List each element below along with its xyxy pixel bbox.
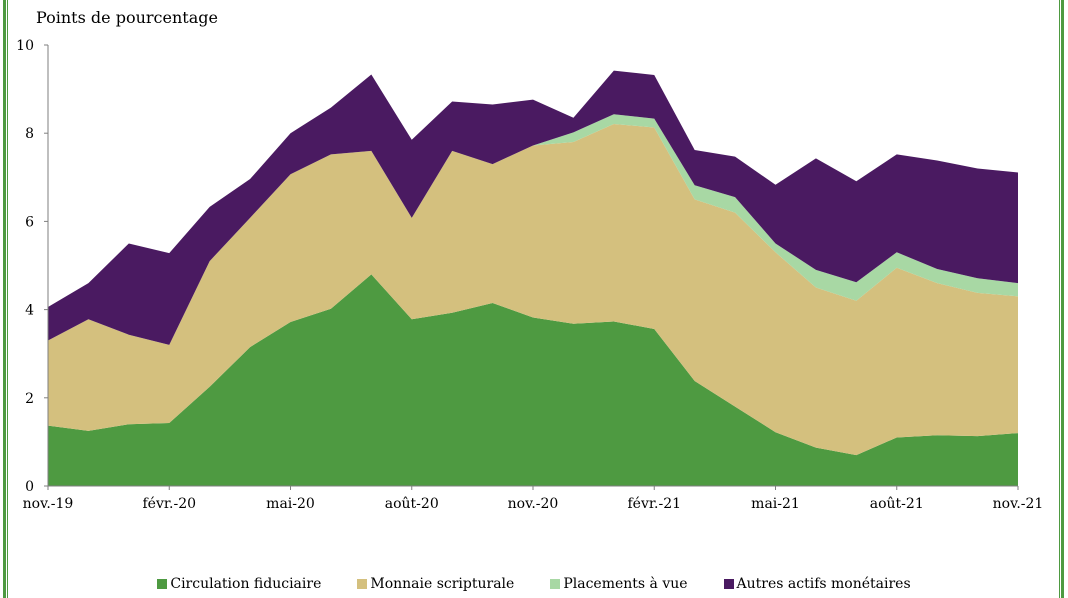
area-circulation-fiduciaire bbox=[48, 274, 1018, 486]
legend-item: Circulation fiduciaire bbox=[157, 576, 321, 592]
legend-swatch bbox=[550, 579, 561, 589]
x-tick-label: nov.-20 bbox=[508, 496, 559, 512]
frame-border-right-inner bbox=[1059, 0, 1060, 598]
x-tick-label: mai-20 bbox=[266, 496, 315, 512]
legend-label: Monnaie scripturale bbox=[370, 576, 515, 592]
y-tick-label: 4 bbox=[25, 303, 34, 319]
area-monnaie-scripturale bbox=[48, 123, 1018, 456]
y-tick-label: 10 bbox=[16, 38, 34, 54]
y-tick-label: 8 bbox=[25, 126, 34, 142]
legend: Circulation fiduciaire Monnaie scriptural… bbox=[0, 574, 1068, 594]
legend-item: Autres actifs monétaires bbox=[723, 576, 911, 592]
legend-item: Placements à vue bbox=[550, 576, 688, 592]
axes-group: 0 2 4 6 8 10 nov.-19 févr.-20 mai-20 août-20 nov.-… bbox=[16, 38, 1043, 512]
area-series-group bbox=[48, 70, 1018, 486]
legend-swatch bbox=[723, 579, 734, 589]
x-tick-label: mai-21 bbox=[751, 496, 800, 512]
x-tick-label: nov.-19 bbox=[23, 496, 74, 512]
legend-label: Autres actifs monétaires bbox=[736, 576, 911, 592]
legend-item: Monnaie scripturale bbox=[357, 576, 514, 592]
x-tick-label: févr.-21 bbox=[627, 496, 681, 512]
legend-label: Placements à vue bbox=[563, 576, 688, 592]
x-tick-label: févr.-20 bbox=[142, 496, 196, 512]
frame-border-left bbox=[3, 0, 6, 598]
legend-label: Circulation fiduciaire bbox=[170, 576, 322, 592]
y-tick-label: 0 bbox=[25, 479, 34, 495]
frame-border-right bbox=[1061, 0, 1064, 598]
area-autres-actifs-mon-taires bbox=[48, 70, 1018, 345]
y-tick-label: 6 bbox=[25, 214, 34, 230]
x-tick-label: nov.-21 bbox=[993, 496, 1044, 512]
x-tick-label: août-20 bbox=[385, 496, 439, 512]
legend-swatch bbox=[157, 579, 168, 589]
y-tick-label: 2 bbox=[25, 391, 34, 407]
frame-border-left-inner bbox=[7, 0, 8, 598]
legend-swatch bbox=[357, 579, 368, 589]
x-tick-label: août-21 bbox=[870, 496, 924, 512]
y-axis-label: Points de pourcentage bbox=[36, 8, 218, 27]
